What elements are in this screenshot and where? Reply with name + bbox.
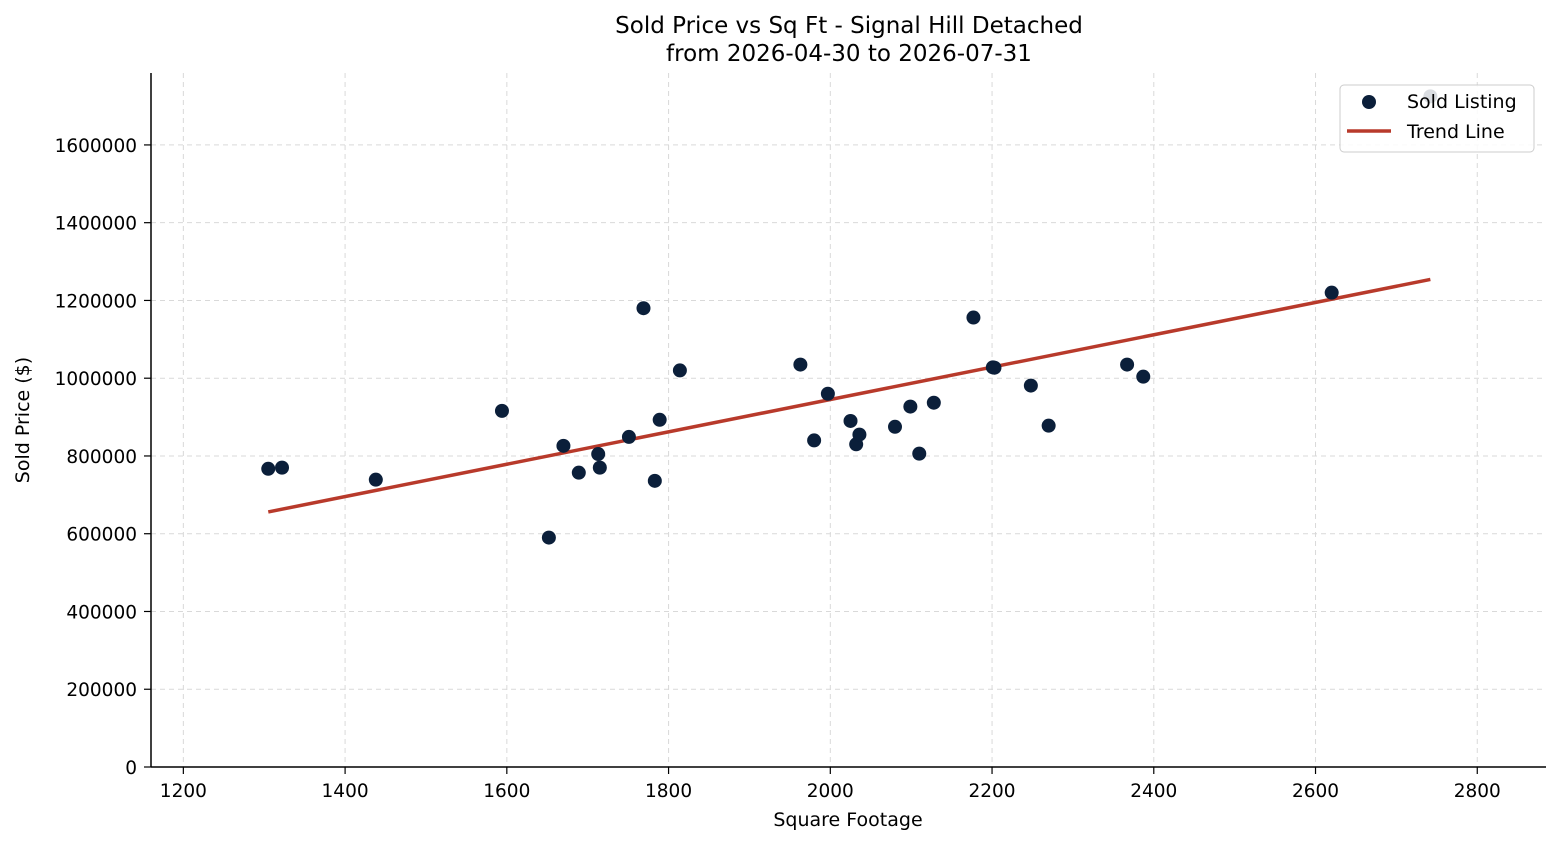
data-point [261, 461, 276, 476]
y-ticks: 0 200000 400000 600000 800000 1000000 1200000 1… [55, 136, 151, 779]
data-point [807, 433, 822, 448]
x-ticks: 1200 1400 1600 1800 2000 2200 2400 2600 2800 [160, 767, 1501, 802]
points-layer [261, 89, 1438, 545]
y-tick-label: 600000 [66, 525, 137, 546]
x-tick-label: 1200 [160, 781, 207, 802]
data-point [647, 473, 662, 488]
y-tick-label: 1600000 [55, 136, 137, 157]
data-point [1324, 285, 1339, 300]
data-point [903, 399, 918, 414]
data-point [621, 429, 636, 444]
data-point [793, 357, 808, 372]
data-point [636, 301, 651, 316]
x-tick-label: 1400 [322, 781, 369, 802]
legend-box [1339, 84, 1535, 153]
chart-title-line1: Sold Price vs Sq Ft - Signal Hill Detach… [615, 13, 1083, 39]
data-point [494, 403, 509, 418]
data-point [556, 438, 571, 453]
trend-line-layer [267, 277, 1431, 514]
data-point [987, 360, 1002, 375]
legend-marker-sold-listing [1362, 95, 1376, 109]
data-point [672, 363, 687, 378]
trend-line [267, 277, 1431, 514]
data-point [926, 395, 941, 410]
x-tick-label: 2600 [1292, 781, 1339, 802]
data-point [820, 386, 835, 401]
data-point [966, 310, 981, 325]
data-point [1136, 369, 1151, 384]
data-point [652, 412, 667, 427]
data-point [843, 413, 858, 428]
data-point [1041, 418, 1056, 433]
y-tick-label: 400000 [66, 602, 137, 623]
x-tick-label: 1600 [483, 781, 530, 802]
data-point [541, 530, 556, 545]
x-tick-label: 2000 [807, 781, 854, 802]
data-point [368, 472, 383, 487]
data-point [888, 419, 902, 434]
legend-label-sold-listing: Sold Listing [1407, 91, 1517, 113]
legend-label-trend-line: Trend Line [1406, 121, 1505, 143]
data-point [1120, 357, 1135, 372]
legend: Sold Listing Trend Line [1339, 84, 1535, 153]
y-tick-label: 1000000 [55, 369, 137, 390]
y-tick-label: 200000 [66, 680, 137, 701]
x-tick-label: 2800 [1454, 781, 1501, 802]
x-tick-label: 2200 [968, 781, 1015, 802]
y-tick-label: 0 [125, 758, 137, 779]
data-point [571, 465, 586, 480]
data-point [591, 447, 606, 462]
data-point [912, 446, 927, 461]
y-tick-label: 800000 [66, 447, 137, 468]
x-tick-label: 1800 [645, 781, 692, 802]
y-tick-label: 1200000 [55, 291, 137, 312]
x-tick-label: 2400 [1130, 781, 1177, 802]
y-axis-label: Sold Price ($) [12, 357, 34, 483]
x-axis-label: Square Footage [773, 809, 922, 831]
data-point [275, 460, 290, 475]
data-point [592, 460, 607, 475]
chart-title-line2: from 2026-04-30 to 2026-07-31 [666, 41, 1032, 67]
data-point [852, 427, 867, 442]
data-point [1023, 378, 1038, 393]
y-tick-label: 1400000 [55, 214, 137, 235]
